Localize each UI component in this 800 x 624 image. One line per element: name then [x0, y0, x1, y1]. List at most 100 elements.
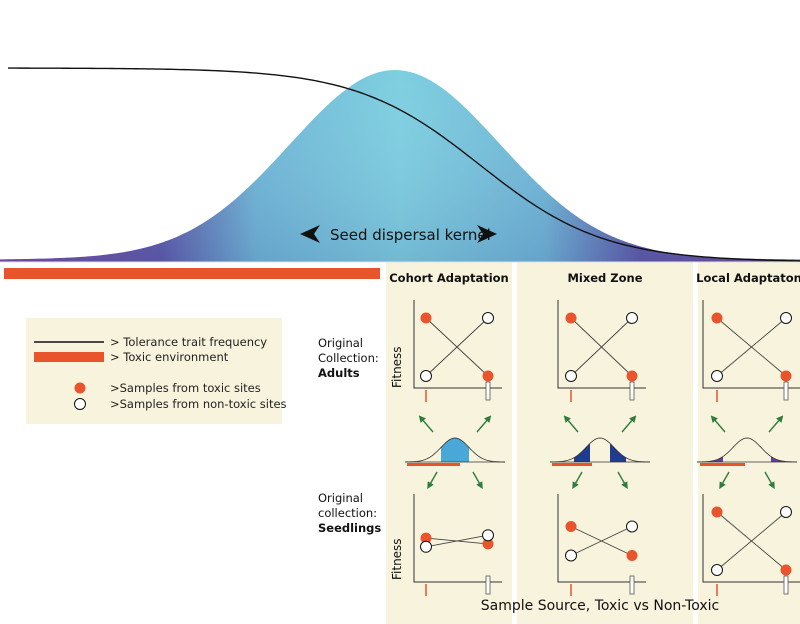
column-header-mixed: Mixed Zone: [567, 271, 642, 285]
dispersal-arrow-icon: [563, 415, 579, 433]
column-header-cohort: Cohort Adaptation: [389, 271, 509, 285]
toxic-sample-point: [780, 370, 792, 382]
fitness-plot-adults-1: [413, 300, 502, 402]
plot-axes: [702, 300, 800, 389]
right-tail-fill: [771, 456, 797, 462]
dispersal-arrow-icon: [472, 471, 483, 490]
mini-toxic-bar: [552, 463, 592, 466]
kernel-left-arrow-icon: [300, 225, 320, 243]
dispersal-arrow-icon: [621, 415, 637, 433]
dispersal-arrow-icon: [617, 471, 628, 490]
fitness-plot-adults-3: [702, 300, 800, 402]
kernel-right-arrow-icon: [477, 225, 497, 243]
svg-text:Collection:: Collection:: [318, 351, 379, 365]
toxic-sample-point: [711, 312, 723, 324]
dispersal-arrow-icon: [427, 471, 438, 490]
nontoxic-sample-line: [716, 511, 787, 571]
legend-toxic-env: > Toxic environment: [110, 350, 229, 364]
toxic-sample-point: [482, 538, 494, 550]
nontoxic-tick: [783, 575, 789, 595]
toxic-sample-point: [626, 370, 638, 382]
kernel-label: Seed dispersal kernel: [330, 226, 491, 244]
dispersal-arrow-icon: [476, 415, 492, 433]
fitness-plot-adults-2: [557, 300, 646, 402]
mini-curve: [549, 437, 651, 463]
nontoxic-sample-line: [425, 534, 489, 548]
nontoxic-sample-point: [565, 549, 577, 562]
tolerance-trait-curve: [8, 67, 800, 262]
row-label-adults: Original Collection: Adults: [318, 336, 379, 380]
left-tail-fill: [697, 456, 723, 462]
fitness-plots: [413, 300, 800, 596]
nontoxic-sample-line: [716, 317, 787, 377]
svg-text:Original: Original: [318, 491, 363, 505]
svg-text:Seedlings: Seedlings: [318, 521, 381, 535]
legend-nontoxic-dot-icon: [74, 398, 86, 410]
dispersal-arrow-icon: [418, 415, 434, 433]
toxic-sample-point: [420, 312, 432, 324]
y-axis-label-seedlings: Fitness: [390, 538, 404, 580]
plot-axes: [413, 494, 502, 583]
nontoxic-sample-point: [626, 312, 638, 324]
mini-distribution-3: [696, 415, 798, 490]
toxic-sample-point: [711, 506, 723, 518]
column-header-local: Local Adaptaton: [696, 271, 800, 285]
nontoxic-tick: [629, 575, 635, 595]
nontoxic-sample-point: [482, 312, 494, 324]
plot-axes: [557, 494, 646, 583]
nontoxic-sample-point: [420, 370, 432, 382]
svg-text:Original: Original: [318, 336, 363, 350]
fitness-plot-seedlings-2: [557, 494, 646, 596]
panel-mixed: [517, 262, 693, 624]
toxic-environment-bar: [4, 268, 380, 279]
legend-nontoxic-samples: >Samples from non-toxic sites: [110, 397, 287, 411]
svg-text:Adults: Adults: [318, 366, 360, 380]
nontoxic-sample-line: [570, 317, 633, 377]
nontoxic-sample-point: [780, 312, 792, 324]
dispersal-arrow-icon: [764, 471, 775, 490]
legend: > Tolerance trait frequency > Toxic envi…: [26, 318, 287, 424]
nontoxic-sample-point: [626, 520, 638, 533]
toxic-sample-point: [626, 550, 638, 561]
legend-toxic-dot-icon: [74, 382, 86, 394]
plot-axes: [413, 300, 502, 389]
toxic-sample-point: [565, 312, 577, 324]
left-tail-fill: [574, 443, 590, 462]
nontoxic-tick: [485, 381, 491, 401]
plot-axes: [702, 494, 800, 583]
mini-curve: [696, 437, 798, 463]
dispersal-arrow-icon: [710, 415, 726, 433]
selected-center-fill: [441, 438, 469, 462]
mini-distribution-2: [549, 415, 651, 490]
legend-toxic-bar-icon: [34, 352, 104, 362]
nontoxic-sample-point: [711, 564, 723, 576]
toxic-sample-point: [780, 564, 792, 576]
fitness-plot-seedlings-3: [702, 494, 800, 596]
nontoxic-sample-point: [482, 529, 494, 542]
right-tail-fill: [610, 443, 626, 462]
dispersal-arrow-icon: [572, 471, 583, 490]
toxic-sample-point: [482, 370, 494, 382]
nontoxic-sample-line: [425, 317, 489, 377]
nontoxic-sample-line: [570, 526, 633, 556]
toxic-sample-point: [565, 521, 577, 532]
legend-toxic-samples: >Samples from toxic sites: [110, 381, 261, 395]
svg-text:collection:: collection:: [318, 506, 377, 520]
nontoxic-sample-point: [780, 506, 792, 518]
nontoxic-sample-point: [565, 370, 577, 382]
legend-tolerance: > Tolerance trait frequency: [110, 335, 267, 349]
mini-distribution-1: [404, 415, 506, 490]
nontoxic-sample-point: [420, 540, 432, 553]
toxic-sample-point: [420, 532, 432, 544]
plot-axes: [557, 300, 646, 389]
nontoxic-tick: [485, 575, 491, 595]
mini-toxic-bar: [407, 463, 460, 466]
mini-toxic-bar: [700, 463, 745, 466]
nontoxic-sample-point: [711, 370, 723, 382]
dispersal-arrow-icon: [719, 471, 730, 490]
row-label-seedlings: Original collection: Seedlings: [318, 491, 381, 535]
mini-curve: [404, 437, 506, 463]
mini-distributions: [404, 415, 798, 490]
nontoxic-tick: [783, 381, 789, 401]
x-axis-label: Sample Source, Toxic vs Non-Toxic: [481, 598, 719, 614]
